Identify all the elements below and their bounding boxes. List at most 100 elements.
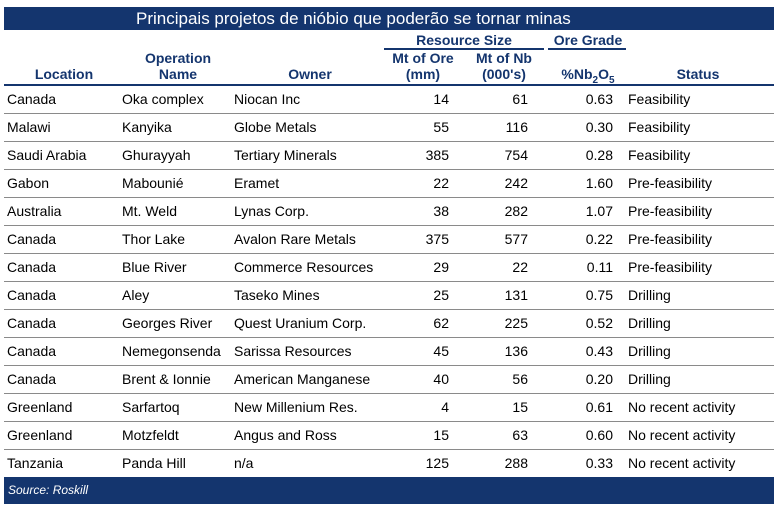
cell-status: No recent activity [628, 427, 736, 443]
cell-operation: Georges River [122, 315, 213, 331]
cell-status: Feasibility [628, 119, 691, 135]
row-divider [4, 449, 774, 450]
cell-operation: Kanyika [122, 119, 172, 135]
cell-status: Drilling [628, 343, 671, 359]
header-location: Location [34, 66, 94, 82]
cell-owner: Niocan Inc [234, 91, 301, 107]
cell-location: Greenland [7, 427, 73, 443]
cell-status: Drilling [628, 287, 671, 303]
cell-location: Saudi Arabia [7, 147, 87, 163]
cell-nb: 225 [504, 315, 528, 331]
cell-ore: 40 [433, 371, 449, 387]
cell-ore: 125 [425, 455, 449, 471]
cell-ore: 38 [433, 203, 449, 219]
cell-grade: 0.60 [585, 427, 613, 443]
cell-status: Feasibility [628, 91, 691, 107]
cell-owner: Eramet [234, 175, 280, 191]
cell-owner: Tertiary Minerals [234, 147, 337, 163]
cell-grade: 0.11 [586, 259, 613, 275]
cell-location: Australia [7, 203, 62, 219]
cell-ore: 15 [433, 427, 449, 443]
cell-nb: 15 [512, 399, 528, 415]
cell-status: No recent activity [628, 399, 736, 415]
header-mt-ore: Mt of Ore (mm) [384, 50, 462, 82]
header-resource-size: Resource Size [416, 32, 512, 48]
cell-grade: 0.20 [585, 371, 613, 387]
row-divider [4, 253, 774, 254]
cell-ore: 375 [425, 231, 449, 247]
cell-location: Canada [7, 343, 57, 359]
row-divider [4, 337, 774, 338]
cell-nb: 136 [504, 343, 528, 359]
header-nb-line2: (000's) [482, 66, 526, 82]
table-row: Canada Blue River Commerce Resources 29 22 0.… [4, 254, 774, 282]
cell-grade: 0.33 [585, 455, 613, 471]
cell-owner: Angus and Ross [234, 427, 337, 443]
cell-owner: Sarissa Resources [234, 343, 352, 359]
cell-location: Canada [7, 259, 57, 275]
cell-operation: Mabounié [122, 175, 184, 191]
cell-owner: Globe Metals [234, 119, 317, 135]
cell-ore: 4 [441, 399, 449, 415]
header-grade-prefix: %Nb [561, 66, 593, 82]
cell-operation: Motzfeldt [122, 427, 179, 443]
cell-ore: 25 [433, 287, 449, 303]
header-ore-line1: Mt of Ore [392, 50, 454, 66]
header-grade-o: O [598, 66, 609, 82]
table-row: Canada Brent & Ionnie American Manganese 40… [4, 366, 774, 394]
cell-nb: 577 [504, 231, 528, 247]
cell-ore: 45 [433, 343, 449, 359]
cell-location: Tanzania [7, 455, 64, 471]
cell-ore: 55 [433, 119, 449, 135]
table-title: Principais projetos de nióbio que poderã… [4, 7, 774, 30]
cell-operation: Mt. Weld [122, 203, 177, 219]
cell-operation: Thor Lake [122, 231, 186, 247]
cell-operation: Blue River [122, 259, 187, 275]
cell-nb: 56 [512, 371, 528, 387]
cell-location: Canada [7, 315, 57, 331]
cell-operation: Aley [122, 287, 150, 303]
table-row: Malawi Kanyika Globe Metals 55 116 0.30 Feasib… [4, 114, 774, 142]
cell-ore: 29 [433, 259, 449, 275]
cell-operation: Sarfartoq [122, 399, 180, 415]
cell-status: Drilling [628, 371, 671, 387]
source-note: Source: Roskill [4, 477, 774, 504]
header-ore-line2: (mm) [405, 66, 441, 82]
ore-grade-underline [548, 48, 626, 50]
table-row: Australia Mt. Weld Lynas Corp. 38 282 1.07 Pre… [4, 198, 774, 226]
cell-grade: 0.75 [585, 287, 613, 303]
row-divider [4, 225, 774, 226]
cell-operation: Oka complex [122, 91, 204, 107]
table-row: Canada Thor Lake Avalon Rare Metals 375 577 0… [4, 226, 774, 254]
cell-grade: 0.43 [585, 343, 613, 359]
cell-nb: 282 [504, 203, 528, 219]
table-row: Saudi Arabia Ghurayyah Tertiary Minerals 38… [4, 142, 774, 170]
cell-nb: 61 [512, 91, 528, 107]
header-status: Status [676, 66, 720, 82]
cell-grade: 1.60 [585, 175, 613, 191]
cell-operation: Panda Hill [122, 455, 186, 471]
cell-location: Malawi [7, 119, 51, 135]
cell-location: Canada [7, 91, 57, 107]
cell-owner: n/a [234, 455, 254, 471]
row-divider [4, 393, 774, 394]
cell-nb: 754 [504, 147, 528, 163]
table-row: Greenland Sarfartoq New Millenium Res. 4 15 0… [4, 394, 774, 422]
cell-nb: 242 [504, 175, 528, 191]
table-row: Tanzania Panda Hill n/a 125 288 0.33 No recent… [4, 450, 774, 478]
resource-size-underline [384, 48, 544, 50]
row-divider [4, 197, 774, 198]
cell-nb: 116 [505, 119, 528, 135]
cell-ore: 14 [433, 91, 449, 107]
row-divider [4, 281, 774, 282]
header-nb-line1: Mt of Nb [476, 50, 532, 66]
header-grade-sub1: 2 [592, 74, 599, 86]
cell-grade: 0.22 [585, 231, 613, 247]
header-operation-line2: Name [158, 66, 198, 82]
table-row: Canada Georges River Quest Uranium Corp. 62… [4, 310, 774, 338]
cell-owner: Lynas Corp. [234, 203, 309, 219]
cell-owner: Commerce Resources [234, 259, 374, 275]
cell-nb: 63 [512, 427, 528, 443]
header-grade-sub2: 5 [609, 74, 615, 86]
cell-location: Canada [7, 287, 57, 303]
